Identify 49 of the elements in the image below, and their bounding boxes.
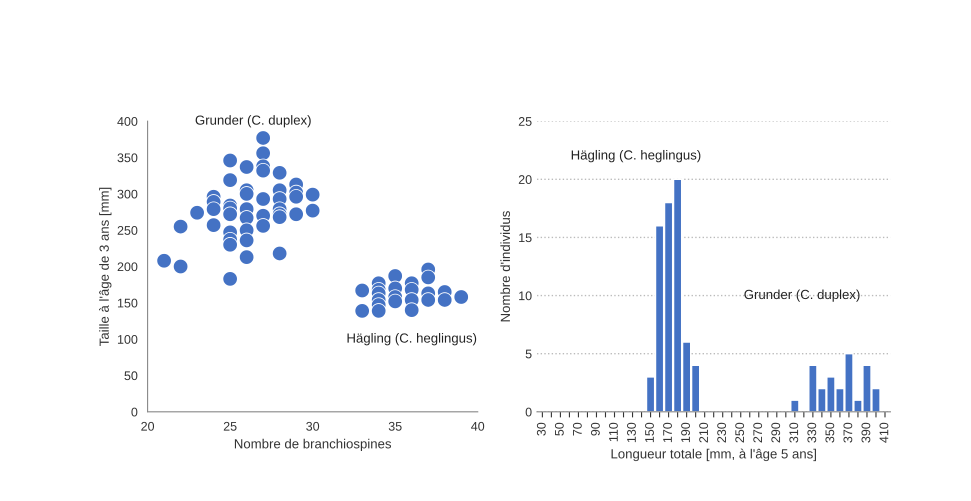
annotation: Hägling (C. heglingus) (348, 333, 476, 346)
y-tick-label: 300 (117, 190, 138, 199)
x-tick-label: 30 (536, 422, 546, 436)
x-axis-title: Longueur totale [mm, à l'âge 5 ans] (612, 448, 816, 462)
annotation: Grunder (C. duplex) (744, 289, 860, 302)
x-tick-label: 90 (590, 422, 600, 436)
y-tick-label: 0 (131, 408, 138, 416)
x-tick-label: 20 (141, 422, 154, 431)
x-tick-label: 210 (699, 422, 708, 442)
y-tick-label: 150 (118, 298, 138, 308)
y-tick-label: 25 (518, 117, 532, 126)
x-tick-label: 190 (681, 422, 690, 442)
x-tick-label: 35 (388, 422, 402, 431)
y-axis-title: Nombre d'individus (500, 211, 510, 322)
y-tick-label: 5 (526, 350, 532, 358)
y-tick-label: 200 (118, 262, 138, 272)
y-tick-label: 100 (118, 334, 138, 344)
x-tick-label: 350 (825, 422, 834, 443)
x-tick-label: 70 (572, 422, 582, 436)
x-tick-label: 130 (627, 422, 636, 442)
x-tick-label: 250 (735, 422, 744, 442)
x-tick-label: 110 (609, 422, 618, 442)
annotation: Grunder (C. duplex) (196, 115, 311, 128)
x-tick-label: 310 (789, 422, 798, 443)
x-tick-label: 25 (224, 422, 237, 431)
y-tick-label: 15 (519, 233, 532, 242)
y-tick-label: 0 (526, 408, 532, 416)
x-tick-label: 290 (771, 422, 780, 442)
x-tick-label: 230 (717, 422, 726, 442)
y-tick-label: 350 (117, 153, 138, 162)
y-axis-title: Taille à l'âge de 3 ans [mm] (99, 188, 112, 346)
x-tick-label: 50 (554, 422, 564, 436)
x-tick-label: 270 (753, 422, 762, 442)
y-tick-label: 20 (518, 175, 532, 184)
x-tick-label: 150 (645, 422, 654, 442)
bar (790, 400, 800, 412)
x-tick-label: 170 (663, 422, 672, 442)
x-axis-title: Nombre de branchiospines (234, 438, 392, 452)
y-tick-label: 50 (124, 371, 138, 380)
x-tick-label: 390 (861, 422, 870, 443)
annotation: Hägling (C. heglingus) (572, 150, 700, 162)
x-tick-label: 410 (880, 422, 888, 443)
x-tick-label: 30 (306, 422, 320, 431)
x-tick-label: 40 (471, 422, 484, 431)
x-tick-label: 370 (843, 422, 852, 443)
x-tick-label: 330 (807, 422, 816, 443)
y-tick-label: 10 (519, 291, 532, 300)
y-tick-label: 400 (117, 117, 138, 126)
y-tick-label: 250 (118, 226, 138, 235)
